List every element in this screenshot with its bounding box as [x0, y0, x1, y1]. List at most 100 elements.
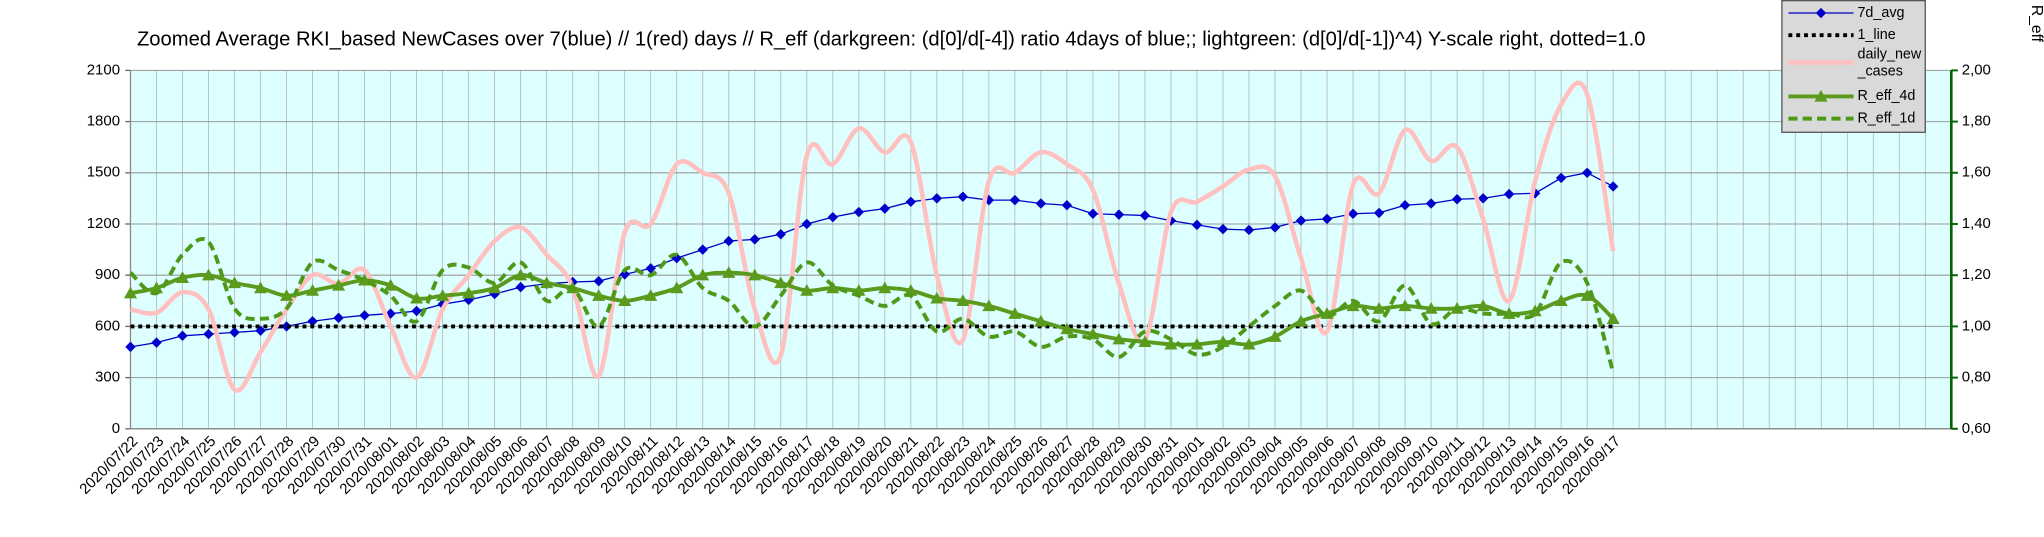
- triangle-marker: [123, 286, 137, 299]
- y-tick-label: 1200: [87, 215, 120, 232]
- triangle-marker: [384, 278, 398, 291]
- triangle-marker: [1268, 330, 1282, 342]
- triangle-marker: [1164, 337, 1178, 350]
- diamond-marker: [931, 193, 943, 204]
- triangle-marker: [1346, 299, 1360, 312]
- triangle-marker: [696, 268, 710, 281]
- diamond-marker: [801, 218, 813, 230]
- triangle-marker: [1580, 289, 1594, 301]
- triangle-marker: [332, 278, 346, 291]
- y2-tick-label: 1,00: [1962, 317, 1991, 334]
- diamond-marker: [853, 206, 865, 218]
- diamond-marker: [151, 337, 162, 348]
- series-line: [130, 80, 1616, 393]
- triangle-marker: [1398, 299, 1412, 312]
- triangle-marker: [280, 289, 294, 301]
- triangle-marker: [1060, 322, 1074, 335]
- diamond-marker: [1581, 167, 1593, 179]
- triangle-marker: [982, 299, 996, 312]
- diamond-marker: [1373, 207, 1385, 219]
- series-line: [129, 237, 1616, 374]
- triangle-marker: [1112, 332, 1126, 345]
- diamond-marker: [125, 341, 136, 353]
- diamond-marker: [593, 275, 604, 287]
- triangle-marker: [1034, 314, 1048, 327]
- y2-axis-label: R_eff: [2028, 5, 2044, 43]
- triangle-marker: [1216, 335, 1230, 347]
- diamond-marker: [697, 244, 708, 255]
- triangle-marker: [930, 291, 944, 304]
- diamond-marker: [1815, 7, 1827, 19]
- legend-label-box: daily_new_cases: [1857, 46, 1922, 80]
- y2-tick-label: 0,80: [1962, 369, 1991, 386]
- triangle-marker: [1424, 301, 1438, 314]
- legend-label: R_eff_1d: [1857, 110, 1915, 126]
- diamond-marker: [1191, 219, 1203, 231]
- triangle-marker: [1554, 294, 1568, 307]
- triangle-marker: [748, 268, 762, 281]
- y-tick-label: 2100: [87, 61, 120, 78]
- diamond-marker: [827, 211, 839, 223]
- triangle-marker: [149, 281, 164, 294]
- diamond-marker: [1399, 200, 1411, 211]
- diamond-marker: [1035, 198, 1047, 209]
- triangle-marker: [1242, 337, 1256, 350]
- triangle-marker: [722, 266, 736, 278]
- triangle-marker: [1814, 89, 1828, 102]
- triangle-marker: [175, 271, 190, 283]
- triangle-marker: [436, 289, 450, 301]
- diamond-marker: [177, 330, 188, 342]
- diamond-marker: [1217, 223, 1229, 235]
- y2-tick-label: 1,40: [1962, 215, 1991, 232]
- diamond-marker: [1061, 200, 1073, 211]
- y-tick-label: 1800: [87, 113, 120, 130]
- diamond-marker: [1009, 194, 1021, 206]
- diamond-marker: [1503, 188, 1515, 200]
- triangle-marker: [1138, 335, 1152, 347]
- diamond-marker: [281, 321, 292, 332]
- triangle-marker: [644, 289, 658, 301]
- diamond-marker: [1139, 210, 1151, 221]
- triangle-marker: [904, 284, 918, 296]
- triangle-marker: [514, 268, 528, 281]
- y2-tick-label: 1,20: [1962, 266, 1991, 283]
- y-tick-label: 0: [112, 420, 120, 437]
- diamond-marker: [723, 235, 734, 247]
- diamond-marker: [1269, 222, 1281, 233]
- diamond-marker: [385, 308, 396, 319]
- legend-label: daily_new_cases: [1857, 46, 1922, 80]
- triangle-marker: [1294, 314, 1308, 327]
- chart-title: Zoomed Average RKI_based NewCases over 7…: [137, 29, 1645, 51]
- diamond-marker: [1243, 224, 1255, 236]
- triangle-marker: [1190, 337, 1204, 350]
- triangle-marker: [462, 286, 476, 299]
- triangle-marker: [1008, 307, 1022, 319]
- triangle-marker: [1528, 304, 1542, 317]
- y2-tick-label: 0,60: [1962, 420, 1991, 437]
- triangle-marker: [488, 281, 502, 294]
- y-tick-label: 600: [95, 317, 120, 334]
- triangle-marker: [800, 284, 814, 296]
- diamond-marker: [1451, 194, 1463, 205]
- diamond-marker: [1113, 209, 1125, 220]
- triangle-marker: [1372, 301, 1386, 314]
- triangle-marker: [1476, 299, 1490, 312]
- diamond-marker: [775, 229, 786, 240]
- triangle-marker: [540, 276, 554, 289]
- diamond-marker: [1477, 193, 1489, 204]
- triangle-marker: [592, 289, 606, 301]
- diamond-marker: [203, 328, 214, 340]
- y2-tick-label: 2,00: [1962, 61, 1991, 78]
- triangle-marker: [670, 281, 684, 294]
- y2-tick-label: 1,80: [1962, 113, 1991, 130]
- triangle-marker: [1606, 312, 1620, 324]
- triangle-marker: [201, 268, 216, 281]
- triangle-marker: [774, 276, 788, 289]
- diamond-marker: [1425, 198, 1437, 209]
- diamond-marker: [1087, 208, 1099, 219]
- diamond-marker: [879, 203, 891, 214]
- triangle-marker: [254, 281, 268, 294]
- diamond-marker: [1295, 215, 1307, 226]
